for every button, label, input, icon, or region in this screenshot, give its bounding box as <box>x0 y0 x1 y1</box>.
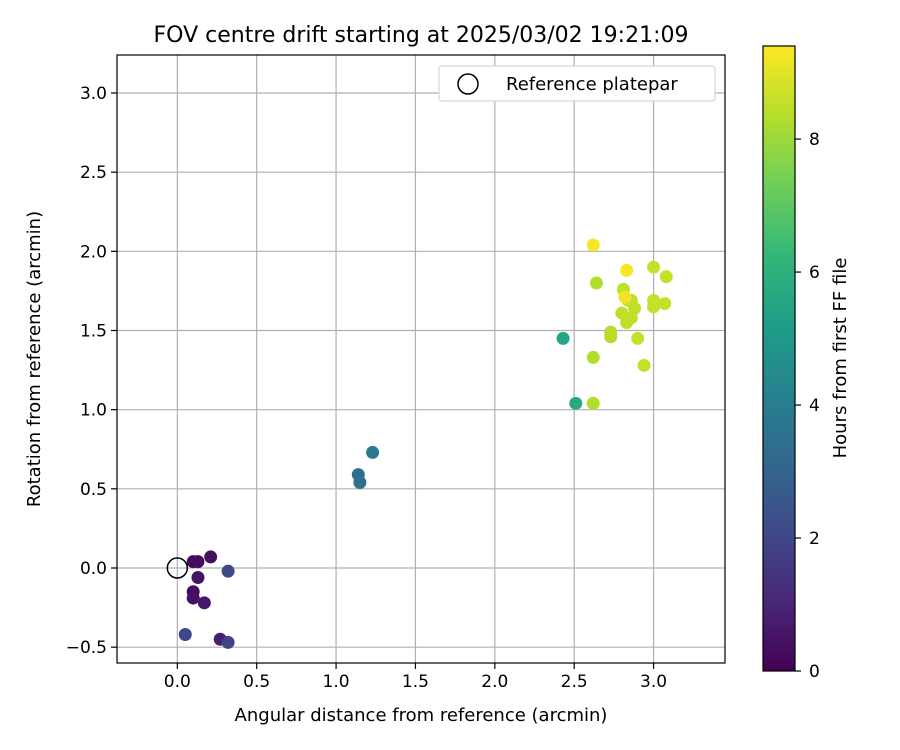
data-points <box>178 238 673 649</box>
colorbar-tick-label: 2 <box>809 529 820 549</box>
colorbar-gradient <box>762 45 796 672</box>
x-tick-label: 0.0 <box>164 672 191 692</box>
data-point <box>569 396 583 410</box>
colorbar-tick-label: 0 <box>809 662 820 682</box>
data-point <box>637 358 651 372</box>
data-point <box>647 260 661 274</box>
data-point <box>366 445 380 459</box>
chart-title: FOV centre drift starting at 2025/03/02 … <box>154 23 689 48</box>
data-point <box>658 297 672 311</box>
x-tick-label: 2.0 <box>481 672 508 692</box>
legend-box <box>438 65 716 102</box>
data-point <box>589 276 603 290</box>
x-tick-label: 2.5 <box>561 672 588 692</box>
y-tick-label: 1.5 <box>80 322 107 342</box>
legend-label: Reference platepar <box>506 74 678 95</box>
colorbar: 0 2 4 6 8 Hours from first FF file <box>762 45 851 682</box>
data-point <box>604 325 618 339</box>
colorbar-tick-label: 6 <box>809 263 820 283</box>
x-tick-label: 1.0 <box>323 672 350 692</box>
colorbar-tick-label: 4 <box>809 396 820 416</box>
data-point <box>191 555 205 569</box>
plot-frame <box>116 54 726 664</box>
y-tick-label: 2.5 <box>80 163 107 183</box>
data-point <box>178 628 192 641</box>
data-point <box>647 293 661 307</box>
data-point <box>586 396 600 410</box>
colorbar-tick-label: 8 <box>809 130 820 150</box>
data-point <box>221 635 235 649</box>
data-point <box>204 550 218 564</box>
data-point <box>586 238 600 252</box>
colorbar-ticks: 0 2 4 6 8 <box>795 130 820 682</box>
colorbar-label: Hours from first FF file <box>830 258 851 459</box>
legend-reference-marker <box>457 73 479 95</box>
y-tick-label: 0.5 <box>80 480 107 500</box>
data-point <box>659 270 673 284</box>
grid-lines <box>117 55 725 663</box>
data-point <box>197 596 211 610</box>
y-tick-label: 2.0 <box>80 242 107 262</box>
y-axis-label: Rotation from reference (arcmin) <box>24 211 45 507</box>
data-point <box>191 571 205 584</box>
y-axis-ticks: −0.5 0.0 0.5 1.0 1.5 2.0 2.5 3.0 <box>66 84 117 658</box>
data-point <box>353 476 367 489</box>
x-axis-label: Angular distance from reference (arcmin) <box>235 705 608 726</box>
data-point <box>618 290 632 304</box>
y-tick-label: −0.5 <box>66 638 107 658</box>
data-point <box>586 350 600 364</box>
x-axis-ticks: 0.0 0.5 1.0 1.5 2.0 2.5 3.0 <box>164 663 667 692</box>
legend: Reference platepar <box>438 65 716 102</box>
data-point <box>631 331 645 345</box>
x-tick-label: 0.5 <box>243 672 270 692</box>
data-point <box>221 564 235 578</box>
reference-marker <box>166 557 189 579</box>
data-point <box>620 263 634 277</box>
reference-point <box>166 557 189 579</box>
data-point <box>628 301 642 315</box>
data-point <box>556 331 570 345</box>
x-tick-label: 1.5 <box>402 672 429 692</box>
y-tick-label: 1.0 <box>80 401 107 421</box>
y-tick-label: 3.0 <box>80 84 107 104</box>
x-tick-label: 3.0 <box>640 672 667 692</box>
y-tick-label: 0.0 <box>80 559 107 579</box>
data-point <box>186 591 200 605</box>
